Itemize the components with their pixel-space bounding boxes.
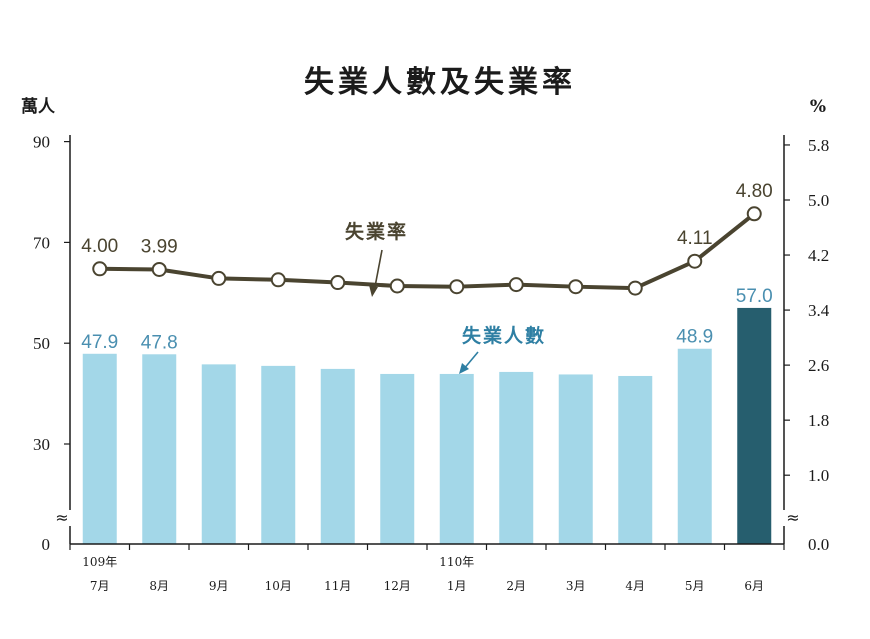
left-tick-label: 90 <box>33 133 50 152</box>
bar-series-annotation: 失業人數 <box>462 324 546 347</box>
line-point-6 <box>389 278 405 294</box>
line-point-11 <box>687 253 703 269</box>
line-series <box>92 206 762 296</box>
bar-7 <box>439 373 474 544</box>
chart-title: 失業人數及失業率 <box>304 65 576 100</box>
x-category-label: 1月 <box>447 579 467 593</box>
bar-value-label: 57.0 <box>736 286 773 307</box>
bar-3 <box>201 364 236 544</box>
x-category-label: 2月 <box>506 579 526 593</box>
right-tick-label: 1.8 <box>808 411 829 430</box>
x-category-label: 12月 <box>384 579 411 593</box>
line-point-5 <box>330 275 346 291</box>
left-tick-label: 50 <box>33 334 50 353</box>
line-point-12 <box>746 206 762 222</box>
bar-1 <box>82 353 117 544</box>
right-tick-label: 5.8 <box>808 136 829 155</box>
bar-10 <box>618 375 653 544</box>
x-category-label: 5月 <box>685 579 705 593</box>
x-category-label: 7月 <box>90 579 110 593</box>
bar-annotation-arrow <box>459 351 479 374</box>
unemployment-rate-line <box>99 212 756 291</box>
line-point-8 <box>508 277 524 293</box>
x-category-label: 3月 <box>566 579 586 593</box>
bar-series <box>82 307 772 544</box>
right-tick-label: 0.0 <box>808 535 829 554</box>
bar-12 <box>737 307 772 544</box>
x-category-label: 11月 <box>324 579 351 593</box>
line-value-label: 4.00 <box>81 236 118 257</box>
bar-value-label: 48.9 <box>676 327 713 348</box>
right-axis-break: ≈ <box>786 508 799 527</box>
line-series-annotation: 失業率 <box>345 220 408 243</box>
right-tick-label: 4.2 <box>808 246 829 265</box>
left-axis-unit: 萬人 <box>21 96 56 117</box>
right-tick-label: 5.0 <box>808 191 829 210</box>
line-point-1 <box>92 261 108 277</box>
x-category-label: 9月 <box>209 579 229 593</box>
x-year-label: 109年 <box>82 555 117 569</box>
x-category-label: 8月 <box>149 579 169 593</box>
bar-11 <box>677 348 712 544</box>
left-axis-break: ≈ <box>55 508 68 527</box>
bar-8 <box>499 371 534 544</box>
right-tick-label: 3.4 <box>808 301 830 320</box>
left-tick-label: 70 <box>33 233 50 252</box>
right-axis-unit: % <box>810 97 826 117</box>
line-value-label: 4.11 <box>677 228 713 249</box>
data-labels: 47.9 47.8 48.9 57.0 4.00 3.99 4.11 4.80 <box>81 181 772 354</box>
bar-value-label: 47.8 <box>141 332 178 353</box>
bar-9 <box>558 374 593 544</box>
right-tick-label: 1.0 <box>808 466 829 485</box>
bar-2 <box>142 354 177 544</box>
left-tick-label: 30 <box>33 435 50 454</box>
bar-value-label: 47.9 <box>81 332 118 353</box>
x-category-label: 6月 <box>744 579 764 593</box>
line-point-10 <box>627 280 643 296</box>
bar-4 <box>261 365 296 544</box>
x-year-label: 110年 <box>439 555 474 569</box>
line-point-7 <box>449 279 465 295</box>
left-tick-label: 0 <box>42 535 51 554</box>
x-category-label: 4月 <box>625 579 645 593</box>
bar-6 <box>380 373 415 544</box>
line-point-2 <box>151 261 167 277</box>
x-category-label: 10月 <box>265 579 292 593</box>
bar-5 <box>320 368 355 544</box>
line-value-label: 3.99 <box>141 236 178 257</box>
axes: 0 30 50 70 90 0.0 1.0 1.8 2.6 3.4 4.2 5.0 5.8 ≈ ≈7月 8月 9… <box>33 133 830 593</box>
line-annotation-arrow <box>369 249 383 297</box>
right-tick-label: 2.6 <box>808 356 829 375</box>
line-point-3 <box>211 270 227 286</box>
line-value-label: 4.80 <box>736 181 773 202</box>
line-point-4 <box>270 272 286 288</box>
line-point-9 <box>568 279 584 295</box>
